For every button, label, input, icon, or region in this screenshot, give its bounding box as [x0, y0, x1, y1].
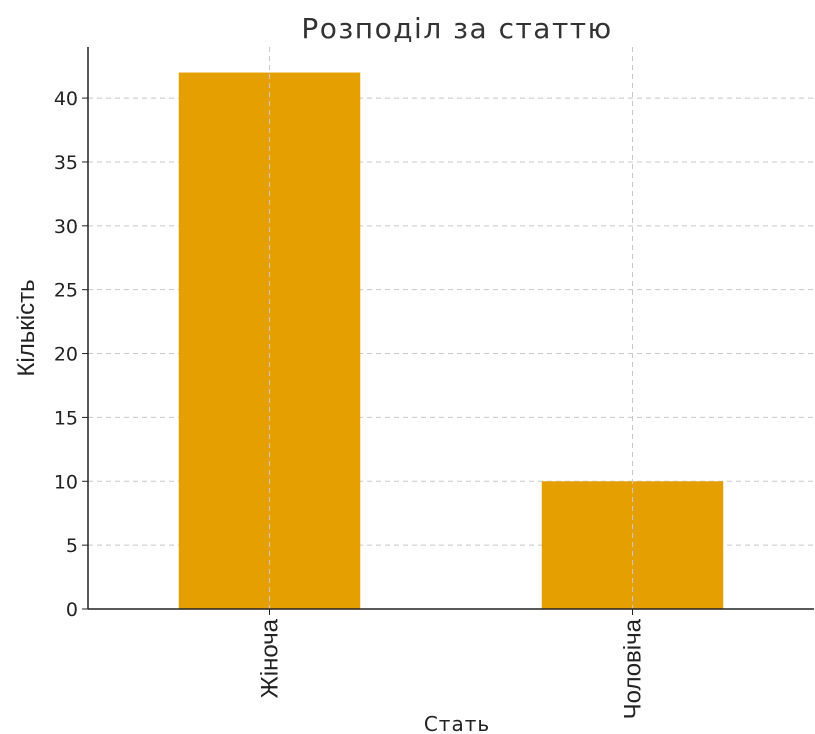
x-axis-label: Стать — [424, 712, 490, 734]
vertical-grid-lines — [269, 47, 633, 609]
y-tick-label: 35 — [54, 152, 78, 174]
y-tick-label: 40 — [54, 88, 78, 110]
x-tick-label: Жіноча — [257, 618, 284, 698]
y-tick-label: 5 — [66, 535, 78, 557]
y-tick-label: 10 — [54, 471, 78, 493]
chart-title: Розподіл за статтю — [301, 12, 612, 45]
y-tick-label: 20 — [54, 344, 78, 366]
y-axis-ticks: 0 5 10 15 20 25 30 35 40 — [54, 88, 88, 621]
y-tick-label: 0 — [66, 599, 78, 621]
x-axis-ticks: Жіноча Чоловіча — [257, 609, 647, 719]
bars — [178, 72, 724, 609]
y-tick-label: 30 — [54, 216, 78, 238]
y-tick-label: 15 — [54, 407, 78, 429]
x-tick-label: Чоловіча — [620, 618, 647, 719]
axes — [87, 47, 814, 610]
y-axis-label: Кількість — [13, 279, 40, 376]
y-tick-label: 25 — [54, 280, 78, 302]
